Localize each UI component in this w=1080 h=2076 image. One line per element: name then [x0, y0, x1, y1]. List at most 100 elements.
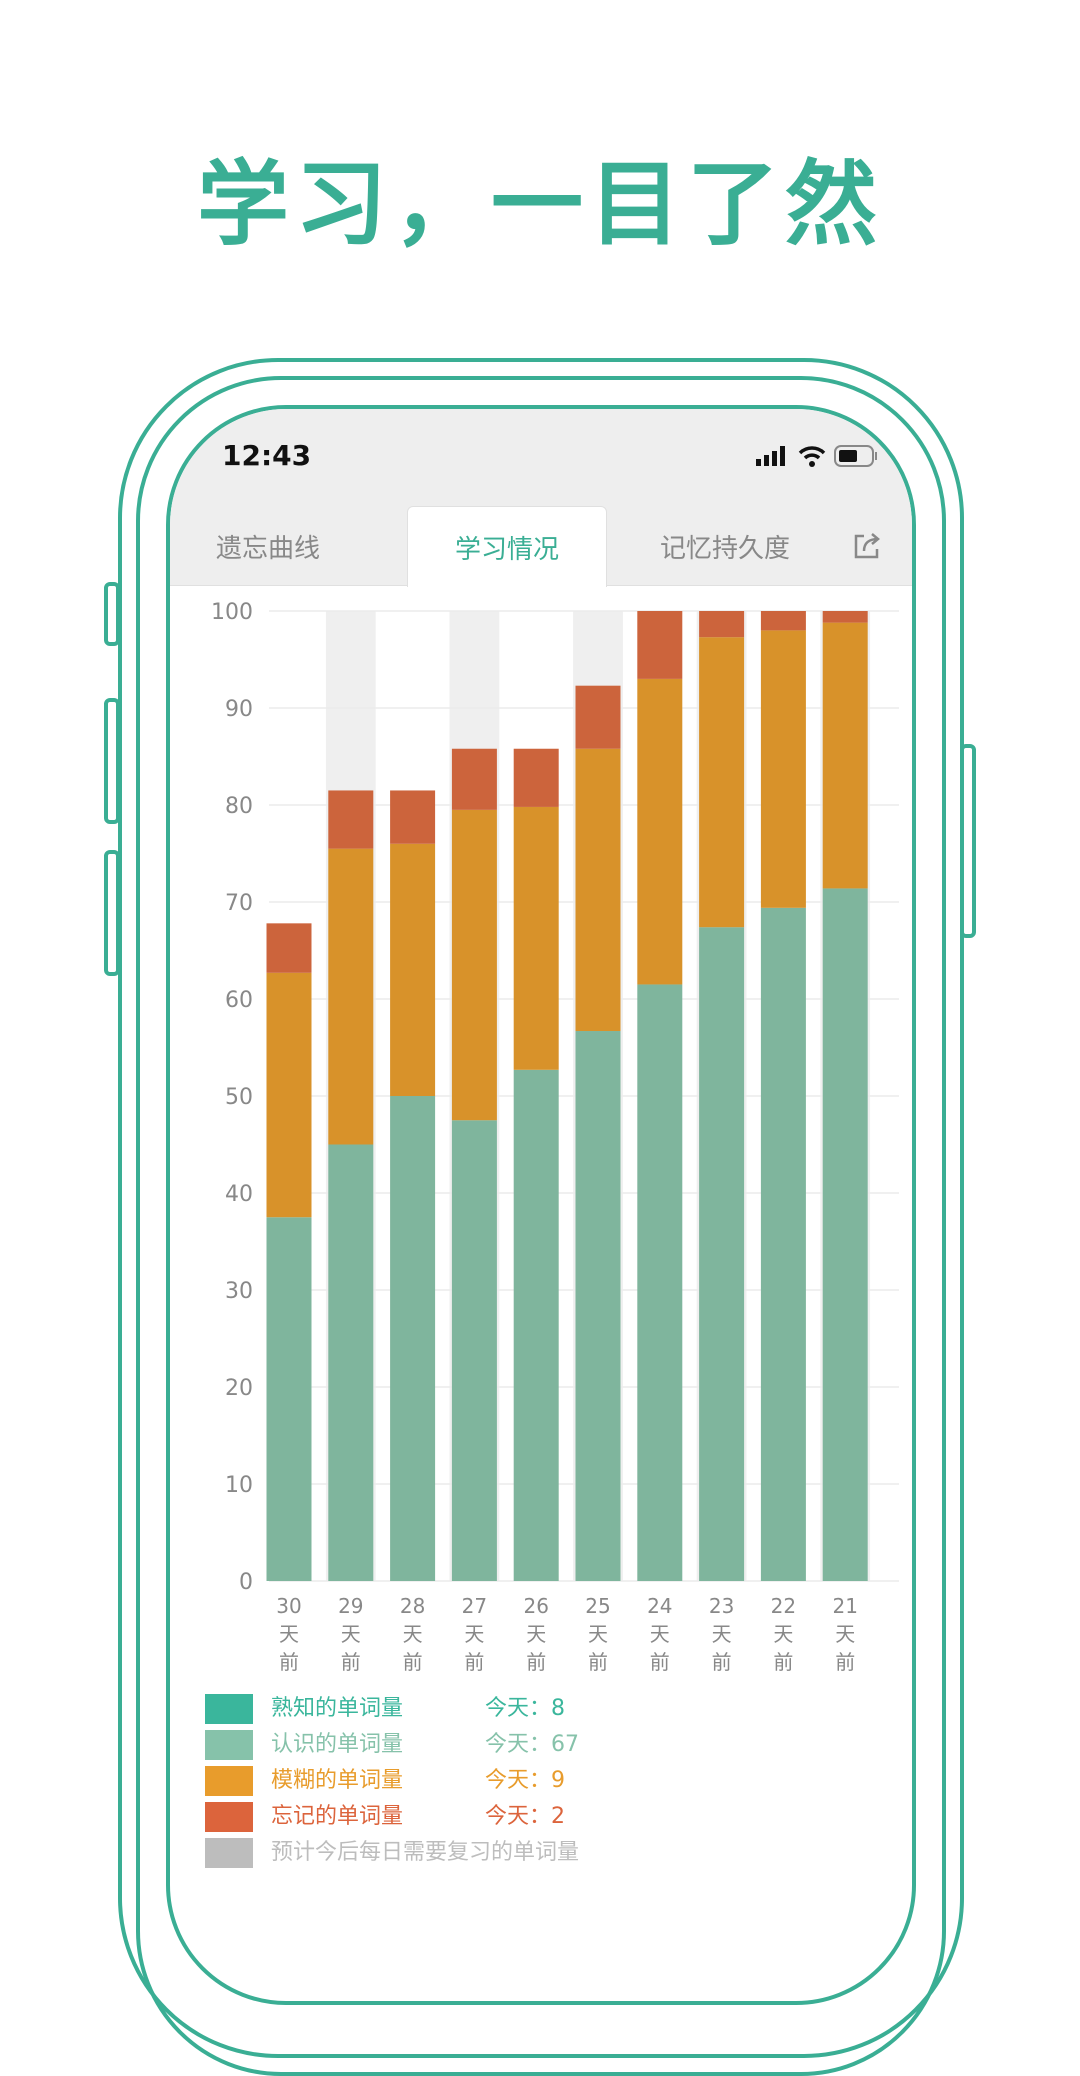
x-tick-label: 22: [771, 1594, 796, 1618]
x-tick-label: 27: [462, 1594, 487, 1618]
signal-icon: [756, 446, 785, 466]
legend-today-count: 今天：9: [485, 1768, 565, 1793]
x-tick-label: 天: [712, 1622, 732, 1646]
tab-forgetting-curve[interactable]: 遗忘曲线: [215, 533, 320, 564]
y-tick-label: 30: [225, 1279, 253, 1304]
x-tick-label: 前: [712, 1650, 732, 1674]
top-bar: 12:43 遗忘曲线 学习情况 记忆持久度: [170, 409, 912, 587]
legend-today-count: 今天：2: [485, 1804, 565, 1829]
phone-screen: 12:43 遗忘曲线 学习情况 记忆持久度 0 10 20 30 40 50 60 70 80 9…: [166, 405, 916, 2005]
headline: 学习，一目了然: [196, 151, 883, 258]
x-tick-label: 天: [464, 1622, 484, 1646]
bar-segment: [699, 637, 745, 928]
bar-segment: [451, 809, 497, 1121]
legend-item: 忘记的单词量 今天：2: [205, 1802, 579, 1832]
y-tick-label: 50: [225, 1085, 253, 1110]
y-tick-label: 70: [225, 891, 253, 916]
status-time: 12:43: [222, 439, 312, 472]
volume-up-button: [104, 698, 120, 824]
y-tick-label: 40: [225, 1182, 253, 1207]
share-icon[interactable]: [852, 531, 882, 561]
bar-segment: [822, 611, 868, 623]
legend-today-count: 今天：8: [485, 1696, 565, 1721]
bar-segment: [451, 748, 497, 810]
tab-memory-durability[interactable]: 记忆持久度: [659, 533, 790, 564]
bar-segment: [328, 790, 374, 849]
bar-segment: [266, 972, 312, 1218]
tab-learning-status[interactable]: 学习情况: [407, 506, 607, 587]
bar-segment: [513, 806, 559, 1070]
bar-segment: [390, 843, 436, 1096]
legend-label: 模糊的单词量: [271, 1768, 404, 1793]
legend-swatch: [205, 1766, 253, 1796]
legend-item: 认识的单词量 今天：67: [205, 1730, 579, 1760]
x-tick-label: 天: [588, 1622, 608, 1646]
bar-segment: [390, 1096, 436, 1581]
legend-item: 模糊的单词量 今天：9: [205, 1766, 579, 1796]
y-tick-label: 90: [225, 697, 253, 722]
bar-segment: [266, 923, 312, 973]
y-tick-label: 80: [225, 794, 253, 819]
bar-segment: [637, 984, 683, 1581]
bar-segment: [575, 748, 621, 1032]
x-tick-label: 前: [341, 1650, 361, 1674]
bar-segment: [760, 611, 806, 631]
volume-down-button: [104, 850, 120, 976]
x-tick-label: 21: [832, 1594, 857, 1618]
x-tick-label: 30: [276, 1594, 301, 1618]
power-button: [960, 744, 976, 938]
bar-segment: [637, 611, 683, 679]
x-tick-label: 25: [585, 1594, 610, 1618]
bar-segment: [513, 748, 559, 807]
legend-label: 熟知的单词量: [271, 1696, 404, 1721]
x-tick-label: 天: [526, 1622, 546, 1646]
bar-segment: [575, 685, 621, 749]
x-tick-label: 24: [647, 1594, 672, 1618]
legend-label: 忘记的单词量: [271, 1804, 404, 1829]
bar-segment: [637, 678, 683, 985]
legend-item: 预计今后每日需要复习的单词量: [205, 1838, 579, 1868]
x-tick-label: 前: [279, 1650, 299, 1674]
bar-segment: [760, 630, 806, 908]
legend: 熟知的单词量 今天：8 认识的单词量 今天：67 模糊的单词量 今天：9 忘记的单词量 今天：…: [205, 1694, 579, 1868]
bar-segment: [451, 1120, 497, 1581]
legend-swatch: [205, 1730, 253, 1760]
y-tick-label: 100: [211, 600, 253, 625]
y-tick-label: 20: [225, 1376, 253, 1401]
bar-segment: [822, 888, 868, 1581]
x-tick-label: 28: [400, 1594, 425, 1618]
legend-swatch: [205, 1838, 253, 1868]
side-button: [104, 582, 120, 646]
x-tick-label: 前: [835, 1650, 855, 1674]
battery-icon: [834, 445, 877, 467]
x-tick-label: 天: [773, 1622, 793, 1646]
legend-swatch: [205, 1694, 253, 1724]
x-tick-label: 23: [709, 1594, 734, 1618]
legend-item: 熟知的单词量 今天：8: [205, 1694, 579, 1724]
legend-swatch: [205, 1802, 253, 1832]
x-tick-label: 前: [464, 1650, 484, 1674]
x-tick-label: 前: [588, 1650, 608, 1674]
x-tick-label: 前: [773, 1650, 793, 1674]
bar-segment: [822, 622, 868, 889]
x-tick-label: 天: [341, 1622, 361, 1646]
legend-label: 认识的单词量: [271, 1732, 404, 1757]
bar-segment: [699, 611, 745, 638]
legend-today-count: 今天：67: [485, 1732, 579, 1757]
bar-segment: [328, 848, 374, 1145]
y-tick-label: 0: [239, 1570, 253, 1595]
x-tick-label: 天: [835, 1622, 855, 1646]
status-icons: [756, 445, 878, 467]
stacked-bar-chart: 0 10 20 30 40 50 60 70 80 90 100 30 天前 29 天前 28 天前 27 天前 26…: [211, 600, 899, 1674]
x-tick-label: 29: [338, 1594, 363, 1618]
bar-segment: [390, 790, 436, 844]
bar-segment: [513, 1069, 559, 1581]
wifi-icon: [798, 446, 826, 467]
bar-segment: [266, 1217, 312, 1581]
x-tick-label: 26: [523, 1594, 548, 1618]
bar-segment: [575, 1031, 621, 1581]
x-tick-label: 前: [650, 1650, 670, 1674]
y-tick-label: 60: [225, 988, 253, 1013]
x-tick-label: 前: [403, 1650, 423, 1674]
x-tick-label: 天: [403, 1622, 423, 1646]
